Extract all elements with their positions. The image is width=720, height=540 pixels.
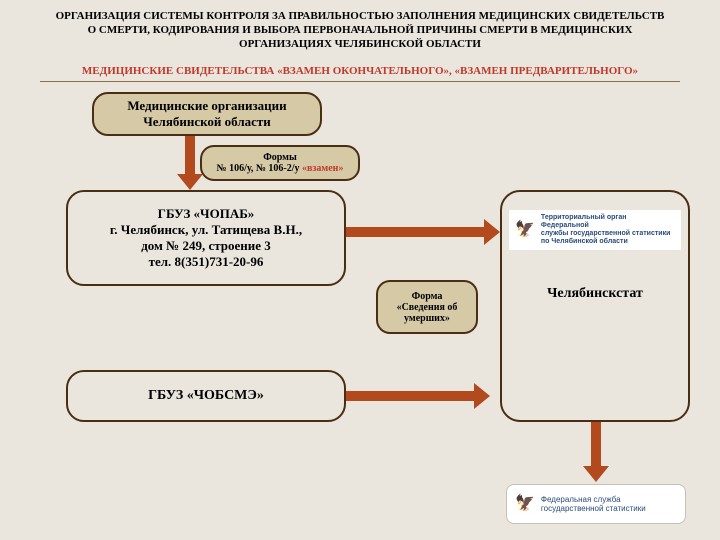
logo-text-line: Территориальный орган Федеральной: [541, 214, 675, 230]
node-text-line: Медицинские организации: [127, 98, 286, 114]
chelstat-label: Челябинскстат: [547, 286, 643, 302]
node-text-line: № 106/у, № 106-2/у «взамен»: [217, 163, 344, 174]
arrow-head: [484, 219, 500, 245]
diagram-canvas: ОРГАНИЗАЦИЯ СИСТЕМЫ КОНТРОЛЯ ЗА ПРАВИЛЬН…: [0, 0, 720, 540]
node-text-line: дом № 249, строение 3: [141, 238, 271, 254]
page-title: ОРГАНИЗАЦИЯ СИСТЕМЫ КОНТРОЛЯ ЗА ПРАВИЛЬН…: [50, 10, 670, 51]
arrow-head: [583, 466, 609, 482]
node-text-line: умерших»: [404, 313, 450, 324]
logo-text-line: службы государственной статистики: [541, 230, 675, 238]
node-forms-label: Формы№ 106/у, № 106-2/у «взамен»: [200, 145, 360, 181]
logo-text-line: Федеральная служба: [541, 495, 646, 504]
title-underline: [40, 81, 680, 82]
arrow-head: [474, 383, 490, 409]
node-chelstat: 🦅 Территориальный орган Федеральнойслужбы…: [500, 190, 690, 422]
node-med-org: Медицинские организацииЧелябинской облас…: [92, 92, 322, 136]
node-text-line: Челябинской области: [143, 114, 271, 130]
node-text-line: ГБУЗ «ЧОБСМЭ»: [148, 388, 264, 404]
chelstat-logo: 🦅 Территориальный орган Федеральнойслужбы…: [509, 210, 681, 250]
page-subtitle: МЕДИЦИНСКИЕ СВИДЕТЕЛЬСТВА «ВЗАМЕН ОКОНЧА…: [40, 65, 680, 77]
node-form-deaths: Форма«Сведения обумерших»: [376, 280, 478, 334]
emblem-icon: 🦅: [515, 496, 535, 512]
node-text-line: тел. 8(351)731-20-96: [149, 254, 264, 270]
logo-text-line: государственной статистики: [541, 504, 646, 513]
node-text-line: Форма: [412, 291, 443, 302]
logo-text-line: по Челябинской области: [541, 238, 675, 246]
node-text-line: Формы: [263, 152, 297, 163]
arrow-head: [177, 174, 203, 190]
node-chopab: ГБУЗ «ЧОПАБ»г. Челябинск, ул. Татищева В…: [66, 190, 346, 286]
node-rosstat: 🦅 Федеральная службагосударственной стати…: [506, 484, 686, 524]
node-text-line: ГБУЗ «ЧОПАБ»: [158, 206, 255, 222]
emblem-icon: 🦅: [515, 222, 535, 238]
subtitle-text: МЕДИЦИНСКИЕ СВИДЕТЕЛЬСТВА «ВЗАМЕН ОКОНЧА…: [82, 65, 638, 77]
node-chobsme: ГБУЗ «ЧОБСМЭ»: [66, 370, 346, 422]
node-text-line: «Сведения об: [397, 302, 458, 313]
node-text-line: г. Челябинск, ул. Татищева В.Н.,: [110, 222, 302, 238]
title-main: ОРГАНИЗАЦИЯ СИСТЕМЫ КОНТРОЛЯ ЗА ПРАВИЛЬН…: [56, 10, 665, 50]
